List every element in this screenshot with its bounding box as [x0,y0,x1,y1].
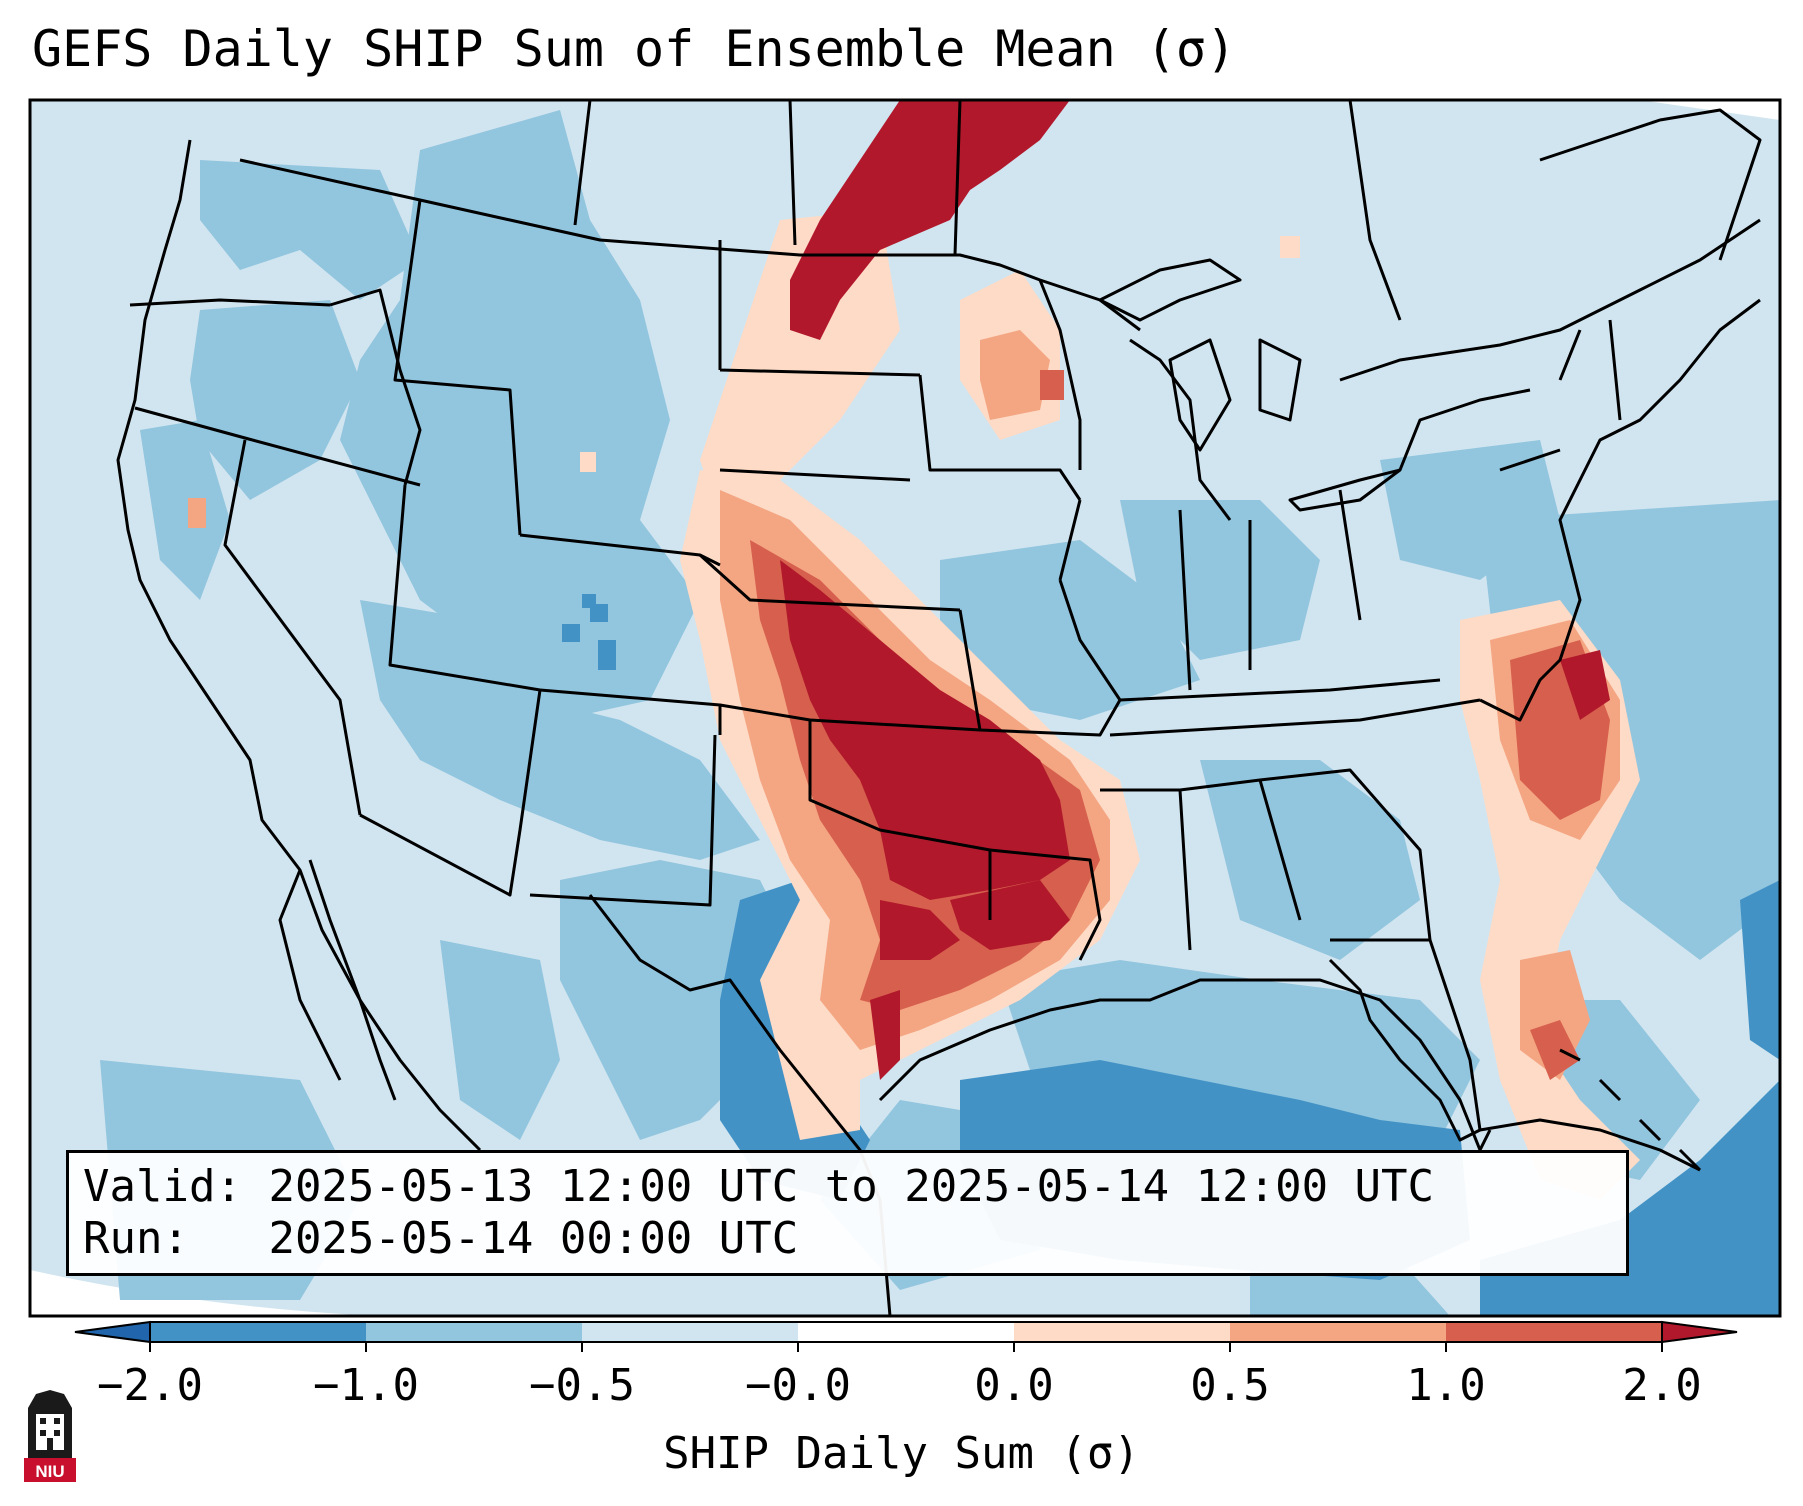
colorbar-extend-high [1661,1320,1738,1344]
colorbar-seg-7 [1446,1322,1662,1342]
coastline-canada [1539,108,1762,261]
chart-title: GEFS Daily SHIP Sum of Ensemble Mean (σ) [32,20,1237,78]
state-wi-mi [1038,279,1232,521]
state-il-in-oh [1058,489,1362,691]
state-dakotas [718,240,921,482]
state-ar-la [989,848,1102,961]
border-us-canada [239,158,1141,332]
projection-edge-top [1640,100,1780,120]
canada-provinces [573,99,1402,321]
colorbar-ticks [149,1342,1663,1352]
colorbar-seg-2 [366,1322,582,1342]
state-mn-ia [918,374,1082,501]
state-nm-tx [529,734,717,907]
colorbar-extend-low [74,1320,151,1344]
state-tn-ky [1109,678,1481,737]
state-ne-ks [698,553,961,612]
cuba [1479,1118,1701,1172]
boundaries [116,99,1762,1317]
state-nv-ut [223,439,362,816]
colorbar [74,1320,1738,1352]
valid-value: 2025-05-13 12:00 UTC to 2025-05-14 12:00… [268,1161,1435,1212]
niu-logo-text: NIU [35,1462,64,1481]
state-az-nm [359,689,542,897]
great-lakes [1098,258,1402,512]
valid-line: Valid: 2025-05-13 12:00 UTC to 2025-05-1… [83,1161,1434,1212]
border-us-canada-east [1339,218,1761,382]
colorbar-tick-label: 0.0 [974,1360,1054,1411]
colorbar-seg-6 [1230,1322,1446,1342]
state-or-ca [134,406,421,487]
bahamas [1559,1048,1702,1172]
field-medium-blue [100,110,1780,1316]
coastline-gulf [878,978,1492,1152]
state-tx-ok [808,720,992,920]
state-idaho [329,288,422,486]
colorbar-tick-label: −2.0 [97,1360,203,1411]
run-label: Run: [83,1213,189,1264]
coastline-florida [1328,939,1482,1142]
state-mt-wy [393,199,522,536]
coastline-east [1479,298,1761,722]
state-ut-az [388,484,541,692]
colorbar-seg-5 [1014,1322,1230,1342]
colorbar-seg-4 [798,1322,1014,1342]
state-ne-states [1398,319,1622,472]
state-wa-or [129,298,331,307]
map-frame [28,98,1782,1318]
run-value: 2025-05-14 00:00 UTC [268,1213,799,1264]
state-ga-fl [1259,768,1432,942]
coastline-west [116,139,482,1152]
colorbar-tick-label: −0.0 [745,1360,851,1411]
state-mo [958,579,1122,737]
valid-label: Valid: [83,1161,242,1212]
colorbar-seg-3 [582,1322,798,1342]
projection-edge-left [30,1270,600,1316]
colorbar-tick-label: −0.5 [529,1360,635,1411]
colorbar-seg-1 [150,1322,366,1342]
info-box: Valid: 2025-05-13 12:00 UTC to 2025-05-1… [66,1150,1629,1276]
colorbar-tick-label: −1.0 [313,1360,419,1411]
colorbar-tick-label: 1.0 [1406,1360,1486,1411]
colorbar-tick-label: 0.5 [1190,1360,1270,1411]
field-dark-red [780,100,1610,1080]
colorbar-tick-label: 2.0 [1622,1360,1702,1411]
run-line: Run: 2025-05-14 00:00 UTC [83,1213,798,1264]
colorbar-frame [149,1321,1663,1343]
colorbar-label: SHIP Daily Sum (σ) [663,1428,1140,1479]
mexico-baja [278,859,397,1101]
map-field [30,100,1780,1316]
niu-logo-icon: NIU [24,1390,76,1482]
